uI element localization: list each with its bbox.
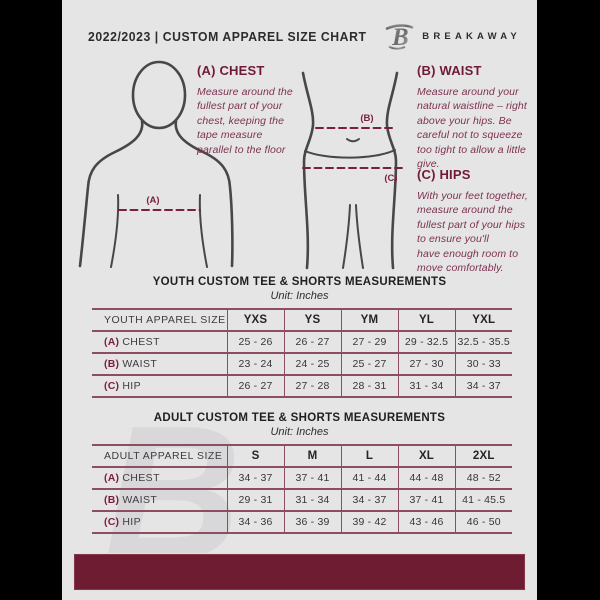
- table-cell: 27 - 30: [397, 353, 455, 375]
- table-cell: 34 - 37: [226, 467, 284, 489]
- brand-lockup: B BREAKAWAY: [384, 22, 521, 50]
- column-header: YL: [397, 309, 455, 331]
- row-label: (B) WAIST: [104, 358, 158, 370]
- table-cell: 25 - 26: [226, 331, 284, 353]
- waistband-curve: [304, 149, 396, 159]
- table-cell: 27 - 29: [340, 331, 398, 353]
- waist-body: Measure around your natural waistline – …: [417, 86, 527, 171]
- column-header: ADULT APPAREL SIZE: [104, 450, 223, 462]
- chest-heading: (A) CHEST: [197, 63, 265, 78]
- table-cell: 29 - 31: [226, 489, 284, 511]
- breakaway-logo-icon: B: [385, 24, 414, 50]
- page-header: 2022/2023 | CUSTOM APPAREL SIZE CHART B: [62, 22, 537, 50]
- table-cell: 23 - 24: [226, 353, 284, 375]
- table-cell: 25 - 27: [340, 353, 398, 375]
- column-header: 2XL: [454, 445, 512, 467]
- footer-bar: [73, 553, 526, 591]
- logo-letter: B: [391, 24, 409, 50]
- row-label: (C) HIP: [104, 516, 142, 528]
- table-cell: 46 - 50: [454, 511, 512, 533]
- chest-line-label: (A): [146, 195, 159, 206]
- youth-table-title: YOUTH CUSTOM TEE & SHORTS MEASUREMENTS: [152, 276, 447, 288]
- waist-instructions: (B) WAIST Measure around your natural wa…: [417, 63, 527, 172]
- brand-name: BREAKAWAY: [422, 30, 521, 42]
- chest-body: Measure around the fullest part of your …: [197, 86, 293, 156]
- table-cell: 26 - 27: [283, 331, 341, 353]
- table-cell: 37 - 41: [397, 489, 455, 511]
- column-header: YM: [340, 309, 398, 331]
- table-cell: 24 - 25: [283, 353, 341, 375]
- table-cell: 36 - 39: [283, 511, 341, 533]
- youth-size-table: YOUTH APPAREL SIZE YXS YS YM YL YXL (A) …: [92, 308, 512, 398]
- lower-body-figure: (B) (C): [301, 71, 403, 270]
- measurement-diagram: (A) (B) (C) (A) CHEST Measure around the…: [62, 55, 537, 274]
- table-cell: 30 - 33: [454, 353, 512, 375]
- table-cell: 41 - 45.5: [454, 489, 512, 511]
- row-label: (C) HIP: [104, 380, 142, 392]
- column-header: YOUTH APPAREL SIZE: [104, 314, 226, 326]
- table-cell: 44 - 48: [397, 467, 455, 489]
- page-title: 2022/2023 | CUSTOM APPAREL SIZE CHART: [88, 28, 367, 44]
- table-header-row: ADULT APPAREL SIZE S M L XL 2XL: [92, 445, 512, 467]
- table-cell: 34 - 36: [226, 511, 284, 533]
- waist-heading: (B) WAIST: [417, 63, 482, 78]
- hips-heading: (C) HIPS: [417, 167, 471, 182]
- adult-table-title: ADULT CUSTOM TEE & SHORTS MEASUREMENTS: [153, 412, 446, 424]
- table-cell: 39 - 42: [340, 511, 398, 533]
- table-cell: 34 - 37: [340, 489, 398, 511]
- table-cell: 48 - 52: [454, 467, 512, 489]
- table-cell: 37 - 41: [283, 467, 341, 489]
- table-header-row: YOUTH APPAREL SIZE YXS YS YM YL YXL: [92, 309, 512, 331]
- hips-body: With your feet together, measure around …: [417, 190, 528, 275]
- row-label: (B) WAIST: [104, 494, 158, 506]
- adult-section: ADULT CUSTOM TEE & SHORTS MEASUREMENTS U…: [62, 412, 537, 534]
- adult-size-table: ADULT APPAREL SIZE S M L XL 2XL (A) CHES…: [92, 444, 512, 534]
- column-header: S: [226, 445, 284, 467]
- table-cell: 31 - 34: [283, 489, 341, 511]
- hips-instructions: (C) HIPS With your feet together, measur…: [417, 167, 529, 276]
- hips-line-label: (C): [384, 173, 397, 184]
- row-label: (A) CHEST: [104, 336, 160, 348]
- column-header: XL: [397, 445, 455, 467]
- table-cell: 29 - 32.5: [397, 331, 455, 353]
- chest-instructions: (A) CHEST Measure around the fullest par…: [197, 63, 295, 157]
- column-header: L: [340, 445, 398, 467]
- table-row: (C) HIP 26 - 27 27 - 28 28 - 31 31 - 34 …: [92, 375, 512, 397]
- table-cell: 41 - 44: [340, 467, 398, 489]
- column-header: YXL: [454, 309, 512, 331]
- table-cell: 31 - 34: [397, 375, 455, 397]
- row-label: (A) CHEST: [104, 472, 160, 484]
- youth-section: YOUTH CUSTOM TEE & SHORTS MEASUREMENTS U…: [62, 276, 537, 398]
- size-chart-page: 2022/2023 | CUSTOM APPAREL SIZE CHART B: [62, 0, 537, 600]
- column-header: YS: [283, 309, 341, 331]
- table-row: (A) CHEST 34 - 37 37 - 41 41 - 44 44 - 4…: [92, 467, 512, 489]
- column-header: M: [283, 445, 341, 467]
- table-cell: 43 - 46: [397, 511, 455, 533]
- column-header: YXS: [226, 309, 284, 331]
- table-cell: 27 - 28: [283, 375, 341, 397]
- table-row: (A) CHEST 25 - 26 26 - 27 27 - 29 29 - 3…: [92, 331, 512, 353]
- table-cell: 34 - 37: [454, 375, 512, 397]
- navel-mark: [346, 138, 360, 143]
- torso-figure: (A): [78, 60, 234, 268]
- table-cell: 32.5 - 35.5: [454, 331, 512, 353]
- table-cell: 26 - 27: [226, 375, 284, 397]
- table-row: (B) WAIST 23 - 24 24 - 25 25 - 27 27 - 3…: [92, 353, 512, 375]
- youth-table-unit: Unit: Inches: [270, 290, 329, 302]
- table-row: (C) HIP 34 - 36 36 - 39 39 - 42 43 - 46 …: [92, 511, 512, 533]
- waist-line-label: (B): [360, 113, 373, 124]
- table-row: (B) WAIST 29 - 31 31 - 34 34 - 37 37 - 4…: [92, 489, 512, 511]
- table-cell: 28 - 31: [340, 375, 398, 397]
- adult-table-unit: Unit: Inches: [270, 426, 329, 438]
